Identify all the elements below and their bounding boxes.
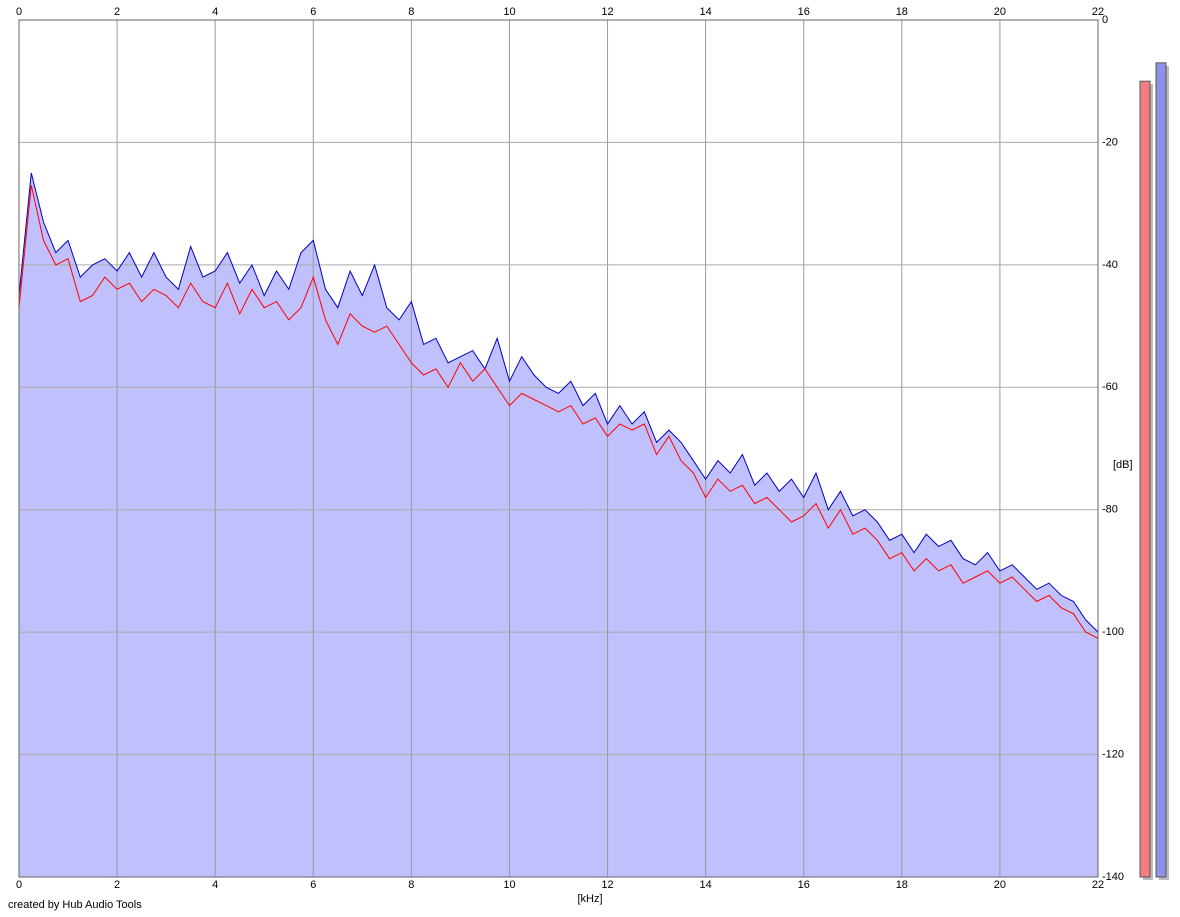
x-tick-label: 18: [896, 6, 908, 18]
x-tick-label: 8: [408, 6, 414, 18]
x-tick-label: 10: [503, 6, 515, 18]
x-tick-label: 4: [212, 6, 218, 18]
y-tick-label: -120: [1102, 748, 1124, 760]
x-tick-label: 14: [700, 879, 712, 891]
spectrum-line: [18, 185, 1099, 639]
footer: created by Hub Audio Tools: [8, 899, 142, 911]
y-tick-label: -20: [1102, 136, 1118, 148]
x-tick-label: 12: [601, 6, 613, 18]
level-meter: [1155, 62, 1167, 878]
spectrum-line: [18, 172, 1099, 633]
x-tick-label: 22: [1092, 879, 1104, 891]
x-tick-label: 20: [994, 6, 1006, 18]
x-tick-label: 18: [896, 879, 908, 891]
x-tick-label: 6: [310, 879, 316, 891]
x-tick-label: 2: [114, 879, 120, 891]
x-tick-label: 4: [212, 879, 218, 891]
y-tick-label: 0: [1102, 14, 1108, 26]
x-tick-label: 2: [114, 6, 120, 18]
x-tick-label: 0: [16, 879, 22, 891]
x-axis-label: [kHz]: [577, 893, 602, 905]
x-tick-label: 14: [700, 6, 712, 18]
level-meter: [1139, 80, 1151, 878]
y-tick-label: -140: [1102, 871, 1124, 883]
y-tick-label: -60: [1102, 381, 1118, 393]
x-tick-label: 22: [1092, 6, 1104, 18]
y-tick-label: -100: [1102, 626, 1124, 638]
x-tick-label: 6: [310, 6, 316, 18]
y-axis-label: [dB]: [1113, 459, 1133, 471]
y-tick-label: -40: [1102, 259, 1118, 271]
plot-border: [18, 19, 1099, 878]
x-tick-label: 20: [994, 879, 1006, 891]
x-tick-label: 10: [503, 879, 515, 891]
x-tick-label: 0: [16, 6, 22, 18]
x-tick-label: 12: [601, 879, 613, 891]
spectrum-area: [19, 173, 1098, 877]
x-tick-label: 8: [408, 879, 414, 891]
x-tick-label: 16: [798, 6, 810, 18]
x-tick-label: 16: [798, 879, 810, 891]
y-tick-label: -80: [1102, 504, 1118, 516]
